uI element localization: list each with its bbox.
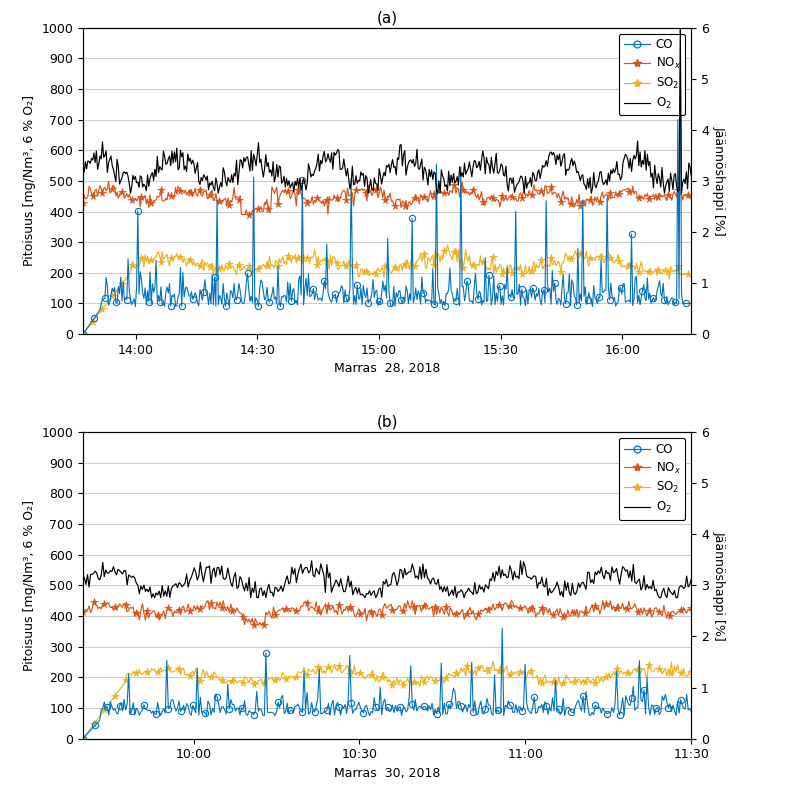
- Y-axis label: Pitoisuus [mg/Nm³, 6 % O₂]: Pitoisuus [mg/Nm³, 6 % O₂]: [23, 500, 36, 671]
- Y-axis label: Jäännöshappi [%]: Jäännöshappi [%]: [713, 531, 726, 640]
- Y-axis label: Pitoisuus [mg/Nm³, 6 % O₂]: Pitoisuus [mg/Nm³, 6 % O₂]: [23, 96, 36, 266]
- X-axis label: Marras  28, 2018: Marras 28, 2018: [334, 363, 440, 375]
- Title: (a): (a): [377, 10, 397, 25]
- Legend: CO, NO$_x$, SO$_2$, O$_2$: CO, NO$_x$, SO$_2$, O$_2$: [619, 438, 686, 520]
- X-axis label: Marras  30, 2018: Marras 30, 2018: [334, 767, 440, 780]
- Title: (b): (b): [376, 415, 398, 430]
- Y-axis label: Jäännöshappi [%]: Jäännöshappi [%]: [713, 126, 726, 235]
- Legend: CO, NO$_x$, SO$_2$, O$_2$: CO, NO$_x$, SO$_2$, O$_2$: [619, 33, 686, 115]
